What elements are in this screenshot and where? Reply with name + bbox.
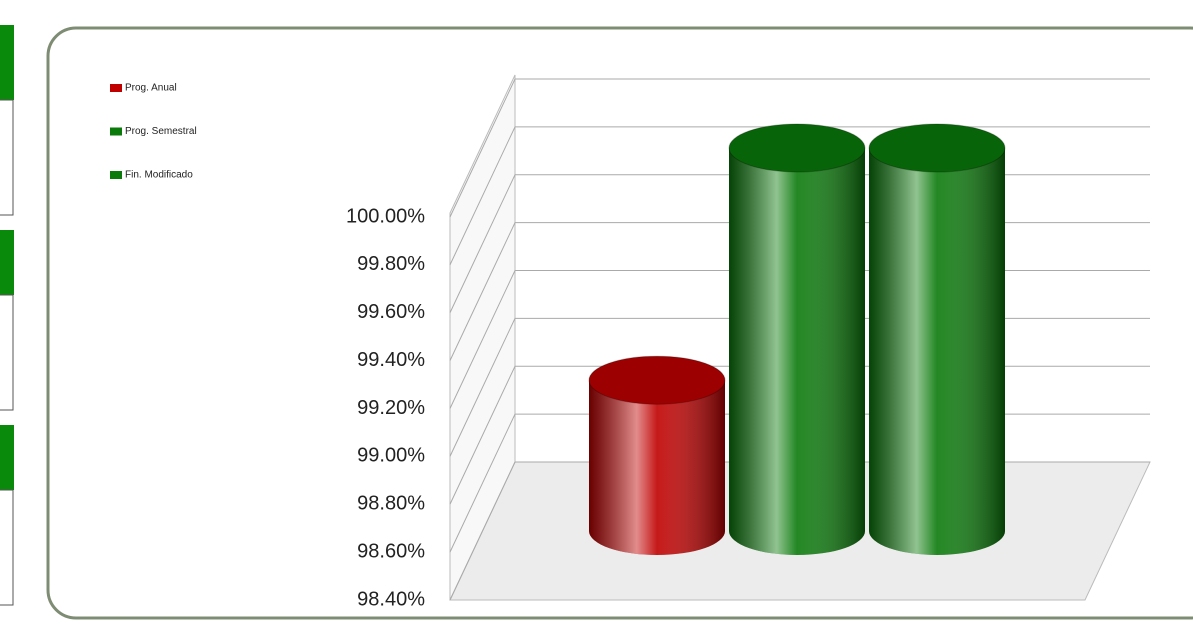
bar-shade bbox=[589, 380, 725, 531]
y-tick-label: 98.60% bbox=[357, 540, 425, 562]
y-tick-label: 98.80% bbox=[357, 493, 425, 515]
cylinder bbox=[868, 123, 1006, 555]
y-tick-label: 100.00% bbox=[346, 205, 425, 227]
legend-label: Prog. Anual bbox=[125, 83, 177, 94]
y-tick-label: 99.40% bbox=[357, 349, 425, 371]
bar-shade bbox=[729, 148, 865, 531]
cylinder bbox=[588, 355, 726, 555]
legend-swatch bbox=[110, 127, 122, 136]
cylinder-top-shade bbox=[869, 124, 1005, 172]
legend-swatch bbox=[110, 171, 122, 179]
side-panels bbox=[0, 25, 14, 606]
legend-label: Prog. Semestral bbox=[125, 126, 197, 137]
cylinder-top bbox=[868, 123, 1006, 173]
y-tick-label: 98.40% bbox=[357, 588, 425, 610]
cylinder-top bbox=[728, 123, 866, 173]
cylinder-top-shade bbox=[589, 356, 725, 405]
y-tick-label: 99.20% bbox=[357, 397, 425, 419]
y-tick-label: 99.80% bbox=[357, 253, 425, 275]
y-tick-label: 99.60% bbox=[357, 301, 425, 323]
grid-line bbox=[449, 78, 1150, 218]
bar-shade bbox=[869, 148, 1005, 531]
cylinder bbox=[728, 123, 866, 555]
legend-swatch bbox=[110, 84, 122, 92]
legend-label: Fin. Modificado bbox=[125, 170, 193, 181]
y-tick-label: 99.00% bbox=[357, 445, 425, 467]
cylinder-top-shade bbox=[729, 124, 865, 172]
cylinder-top bbox=[588, 355, 726, 405]
